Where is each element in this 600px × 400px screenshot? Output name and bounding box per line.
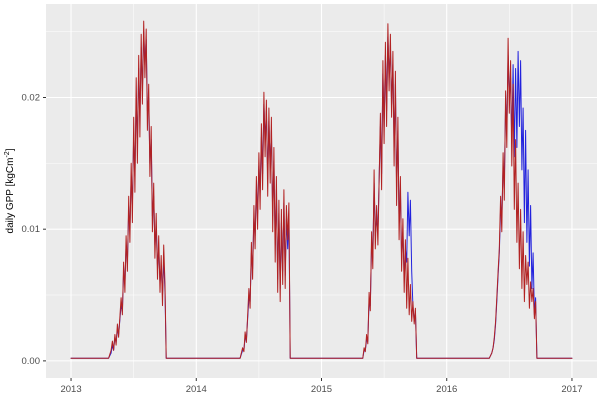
y-tick-label: 0.02 — [22, 93, 41, 104]
x-tick-label: 2014 — [186, 384, 207, 395]
y-tick-label: 0.00 — [22, 356, 41, 367]
x-tick-label: 2013 — [60, 384, 81, 395]
x-tick-label: 2016 — [436, 384, 457, 395]
x-tick-label: 2015 — [311, 384, 332, 395]
x-tick-label: 2017 — [561, 384, 582, 395]
series-line-red — [70, 20, 573, 359]
y-tick-label: 0.01 — [22, 224, 41, 235]
